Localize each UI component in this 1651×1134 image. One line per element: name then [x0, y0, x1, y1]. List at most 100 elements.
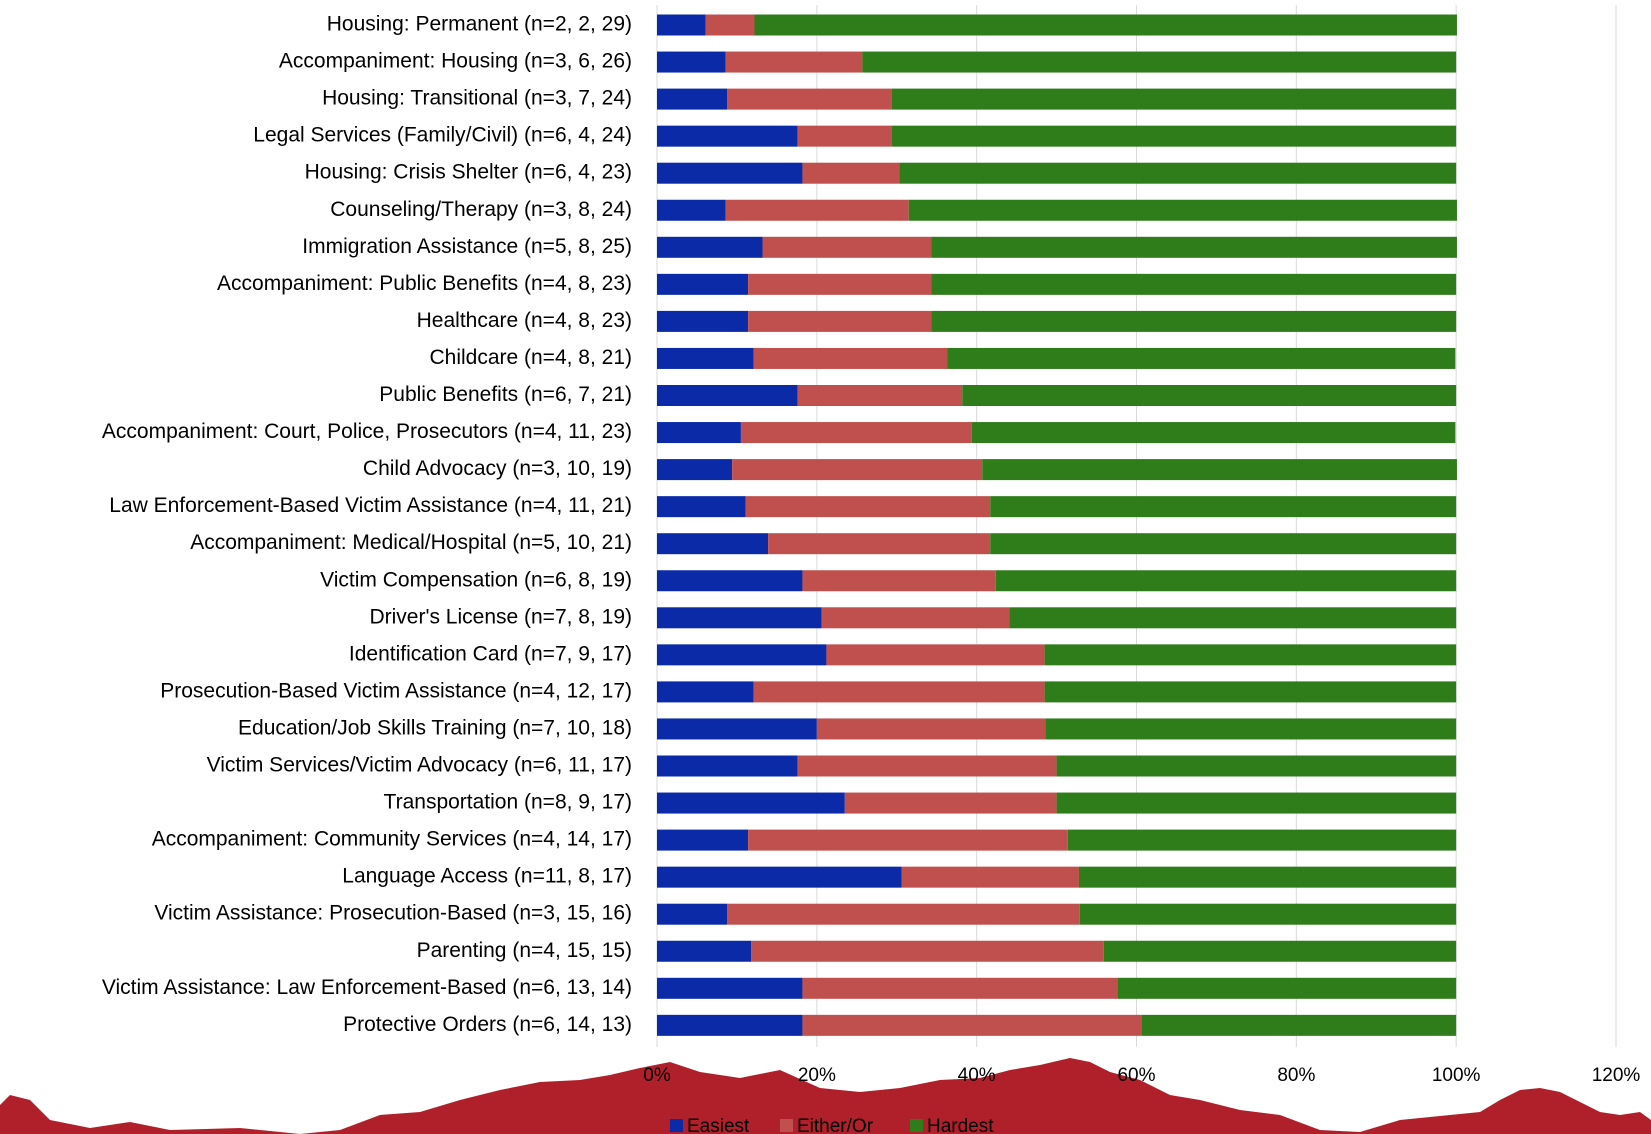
bar-segment — [657, 681, 754, 703]
bar-segment — [657, 755, 798, 777]
bar-segment — [962, 385, 1457, 406]
bar-segment — [1044, 644, 1457, 666]
bar-segment — [748, 310, 932, 332]
bar-segment — [753, 681, 1045, 703]
legend-label: Either/Or — [797, 1116, 874, 1134]
bar-segment — [821, 607, 1010, 629]
bar-segment — [657, 940, 752, 962]
y-tick-label: Parenting (n=4, 15, 15) — [417, 939, 632, 962]
bar-segment — [725, 199, 909, 221]
bar-segment — [1103, 940, 1457, 962]
y-tick-label: Housing: Permanent (n=2, 2, 29) — [327, 13, 632, 36]
y-tick-label: Transportation (n=8, 9, 17) — [384, 791, 632, 814]
bar-segment — [657, 199, 726, 221]
y-tick-label: Language Access (n=11, 8, 17) — [342, 865, 632, 888]
y-tick-label: Housing: Transitional (n=3, 7, 24) — [322, 87, 632, 110]
bar-segment — [657, 570, 803, 592]
bar-segment — [1067, 829, 1457, 851]
bar-segment — [657, 236, 763, 258]
bar-segment — [657, 533, 769, 555]
bar-segment — [982, 459, 1457, 481]
bar-segment — [657, 644, 827, 666]
bar-segment — [802, 162, 900, 184]
bar-segment — [816, 718, 1046, 740]
y-tick-label: Protective Orders (n=6, 14, 13) — [343, 1013, 632, 1036]
y-tick-label: Accompaniment: Public Benefits (n=4, 8, … — [217, 272, 632, 295]
bar-segment — [947, 347, 1456, 369]
bar-segment — [657, 903, 728, 925]
bar-segment — [844, 792, 1057, 814]
bar-segment — [802, 570, 996, 592]
bar-segment — [990, 533, 1457, 555]
bar-segment — [862, 51, 1457, 73]
y-tick-label: Childcare (n=4, 8, 21) — [429, 346, 632, 369]
y-tick-label: Accompaniment: Medical/Hospital (n=5, 10… — [190, 531, 632, 554]
bar-segment — [802, 977, 1118, 999]
x-tick-label: 40% — [958, 1065, 996, 1086]
bar-segment — [931, 236, 1457, 258]
bar-segment — [1141, 1014, 1457, 1036]
bar-segment — [657, 51, 726, 73]
bar-segment — [1078, 866, 1457, 888]
bar-segment — [745, 496, 991, 518]
bar-segment — [1044, 681, 1457, 703]
bar-segment — [899, 162, 1457, 184]
bar-segment — [657, 422, 741, 444]
bar-segment — [657, 607, 822, 629]
decorative-mountains — [0, 1058, 1651, 1134]
bar-segment — [657, 866, 902, 888]
bar-segment — [768, 533, 991, 555]
bar-segment — [797, 385, 963, 406]
legend-swatch — [910, 1119, 923, 1132]
y-tick-label: Victim Services/Victim Advocacy (n=6, 11… — [207, 754, 632, 777]
bar-segment — [797, 755, 1057, 777]
y-tick-label: Counseling/Therapy (n=3, 8, 24) — [330, 198, 632, 221]
bar-segment — [1117, 977, 1457, 999]
bar-segment — [657, 162, 803, 184]
bar-segment — [891, 125, 1457, 147]
bar-segment — [802, 1014, 1142, 1036]
bar-segment — [657, 829, 749, 851]
y-tick-label: Prosecution-Based Victim Assistance (n=4… — [160, 679, 632, 702]
bar-segment — [657, 718, 817, 740]
bar-segment — [732, 459, 983, 481]
bar-segment — [657, 792, 845, 814]
bar-segment — [826, 644, 1045, 666]
x-tick-label: 20% — [798, 1065, 836, 1086]
y-tick-label: Healthcare (n=4, 8, 23) — [417, 309, 632, 332]
bar-segment — [908, 199, 1457, 221]
bar-segment — [748, 273, 932, 295]
bar-segment — [727, 88, 892, 110]
bar-segment — [1079, 903, 1457, 925]
legend-swatch — [670, 1119, 683, 1132]
bar-segment — [657, 977, 803, 999]
x-tick-label: 100% — [1432, 1065, 1481, 1086]
bar-segment — [891, 88, 1457, 110]
bar-segment — [740, 422, 972, 444]
y-tick-label: Victim Compensation (n=6, 8, 19) — [320, 568, 632, 591]
bar-segment — [931, 273, 1457, 295]
y-tick-label: Immigration Assistance (n=5, 8, 25) — [302, 235, 632, 258]
y-tick-label: Child Advocacy (n=3, 10, 19) — [363, 457, 632, 480]
legend-swatch — [780, 1119, 793, 1132]
y-tick-label: Identification Card (n=7, 9, 17) — [349, 642, 632, 665]
x-tick-label: 80% — [1277, 1065, 1315, 1086]
bar-segment — [727, 903, 1080, 925]
bar-segment — [705, 14, 755, 36]
y-tick-label: Housing: Crisis Shelter (n=6, 4, 23) — [305, 161, 632, 184]
legend-label: Hardest — [927, 1116, 994, 1134]
bar-segment — [1009, 607, 1457, 629]
bar-segment — [657, 496, 746, 518]
bar-segment — [748, 829, 1068, 851]
bar-segment — [657, 347, 754, 369]
y-tick-label: Law Enforcement-Based Victim Assistance … — [109, 494, 632, 517]
bar-segment — [657, 459, 733, 481]
bar-segment — [657, 385, 798, 406]
bar-segment — [762, 236, 932, 258]
bar-segment — [931, 310, 1457, 332]
bar-segment — [1056, 792, 1457, 814]
bar-segment — [657, 310, 749, 332]
y-tick-label: Victim Assistance: Law Enforcement-Based… — [102, 976, 632, 999]
bar-segment — [901, 866, 1079, 888]
